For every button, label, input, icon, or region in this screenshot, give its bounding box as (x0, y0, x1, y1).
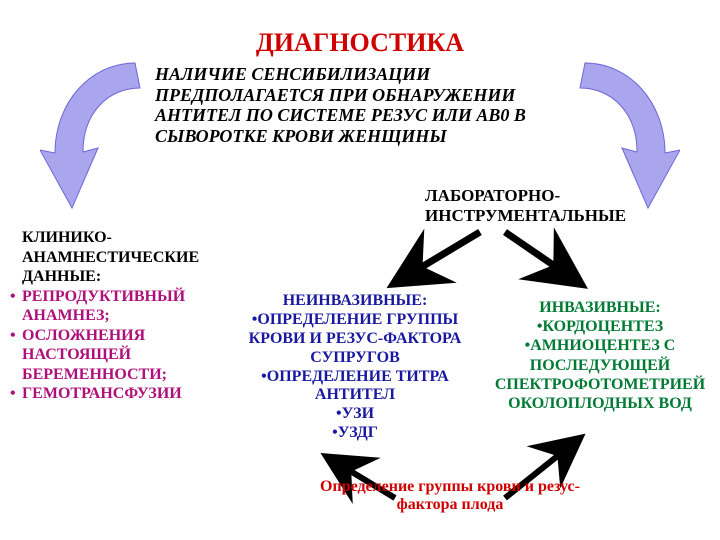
list-item: •ОПРЕДЕЛЕНИЕ ТИТРА АНТИТЕЛ (240, 368, 470, 406)
list-item: •АМНИОЦЕНТЕЗ С ПОСЛЕДУЮЩЕЙ СПЕКТРОФОТОМЕ… (490, 336, 710, 413)
invasive-list: •КОРДОЦЕНТЕЗ •АМНИОЦЕНТЕЗ С ПОСЛЕДУЮЩЕЙ … (490, 317, 710, 413)
split-arrows-icon (0, 0, 720, 540)
list-item: •УЗДГ (240, 424, 470, 443)
invasive-heading: ИНВАЗИВНЫЕ: (490, 298, 710, 317)
list-item: •КОРДОЦЕНТЕЗ (490, 317, 710, 336)
arrow-to-invasive-icon (505, 232, 575, 280)
list-item: •УЗИ (240, 405, 470, 424)
footer-determination: Определение группы крови и резус-фактора… (300, 478, 600, 515)
list-item: •ОПРЕДЕЛЕНИЕ ГРУППЫ КРОВИ И РЕЗУС-ФАКТОР… (240, 311, 470, 368)
noninvasive-block: НЕИНВАЗИВНЫЕ: •ОПРЕДЕЛЕНИЕ ГРУППЫ КРОВИ … (240, 292, 470, 443)
noninvasive-heading: НЕИНВАЗИВНЫЕ: (240, 292, 470, 311)
noninvasive-list: •ОПРЕДЕЛЕНИЕ ГРУППЫ КРОВИ И РЕЗУС-ФАКТОР… (240, 311, 470, 443)
arrow-to-noninvasive-icon (400, 232, 480, 280)
invasive-block: ИНВАЗИВНЫЕ: •КОРДОЦЕНТЕЗ •АМНИОЦЕНТЕЗ С … (490, 298, 710, 413)
